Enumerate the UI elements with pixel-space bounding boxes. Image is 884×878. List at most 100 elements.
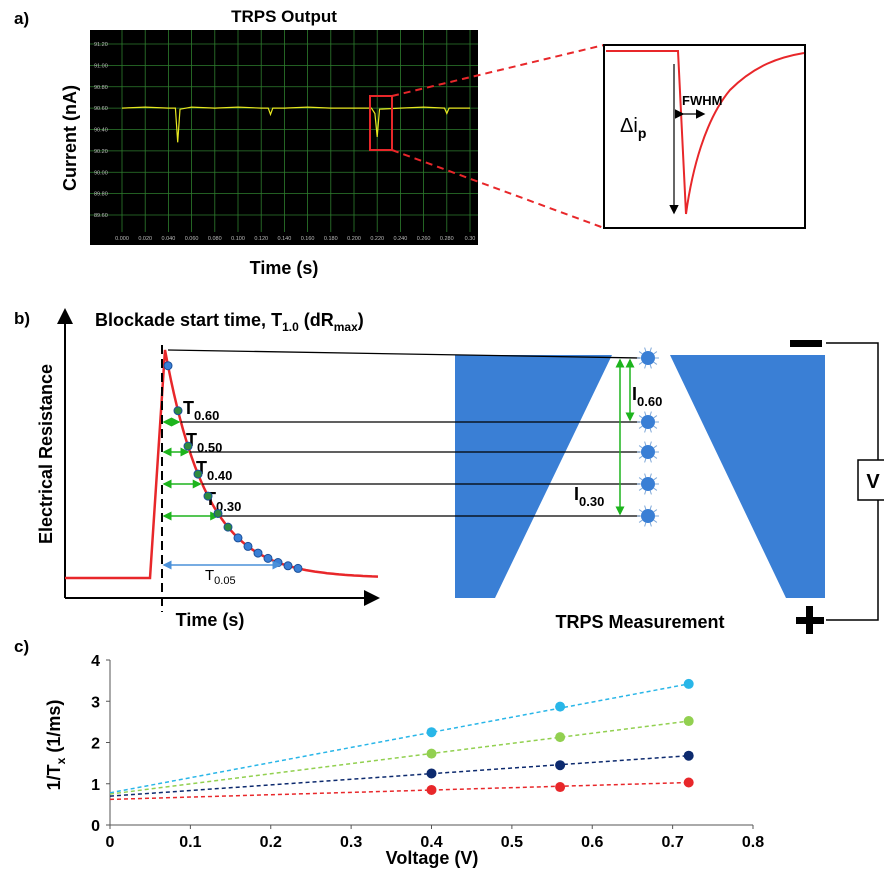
- threshold-label: T0.50: [186, 430, 222, 455]
- x-tick-label: 0.220: [370, 236, 384, 242]
- plus: [806, 606, 813, 634]
- y-tick-label: 0: [91, 818, 100, 835]
- start-label: T0.05: [205, 567, 236, 587]
- sample-point: [263, 553, 273, 563]
- y-tick-label: 90.20: [94, 149, 108, 155]
- voltage-label: V: [866, 471, 880, 493]
- y-tick-label: 1: [91, 777, 100, 794]
- data-point: [426, 768, 437, 779]
- particle-spike: [649, 347, 652, 352]
- x-axis-label: Time (s): [250, 258, 319, 278]
- particle-spike: [638, 425, 643, 429]
- trend-line: [109, 683, 689, 794]
- diagram-title: Blockade start time, T1.0 (dRmax): [95, 310, 364, 334]
- data-point: [555, 760, 566, 771]
- x-tick-label: 0.120: [254, 236, 268, 242]
- particle: [641, 415, 655, 429]
- sample-point: [283, 561, 293, 571]
- x-tick-label: 0.000: [115, 236, 129, 242]
- particle-spike: [653, 487, 658, 491]
- data-point: [426, 727, 437, 738]
- data-point: [683, 750, 694, 761]
- data-point: [426, 748, 437, 759]
- t: T: [196, 458, 207, 478]
- data-point: [683, 716, 694, 727]
- y-tick-label: 90.40: [94, 128, 108, 134]
- trend-line: [109, 781, 689, 801]
- particle-spike: [638, 361, 643, 365]
- sample-point: [253, 548, 263, 558]
- zoom-line: [391, 44, 605, 97]
- data-point: [426, 784, 437, 795]
- delta-text: Δi: [620, 115, 638, 137]
- voltage-box: [857, 459, 884, 501]
- current-label: I0.30: [574, 484, 604, 509]
- t: (dR: [299, 310, 334, 330]
- particle-spike: [649, 490, 652, 495]
- particle: [641, 445, 655, 459]
- x-tick-label: 0.2: [260, 834, 282, 851]
- particle-spike: [638, 415, 643, 419]
- wire: [826, 500, 879, 621]
- data-point: [555, 732, 566, 743]
- t: T: [186, 430, 197, 450]
- particle-spike: [649, 411, 652, 416]
- y-tick-label: 2: [91, 736, 100, 753]
- plot-c: 0 1 2 3 4 0 0.1 0.2 0.3 0.4 0.5 0.6 0.7 0.8: [91, 653, 764, 851]
- chart-title: TRPS Output: [231, 7, 337, 26]
- particle-spike: [653, 455, 658, 459]
- y-tick-label: 91.00: [94, 63, 108, 69]
- data-point: [683, 678, 694, 689]
- x-tick-label: 0.080: [208, 236, 222, 242]
- fwhm-label: FWHM: [682, 93, 722, 108]
- panel-label: c): [14, 637, 29, 656]
- y-tick-label: 91.20: [94, 42, 108, 48]
- data-point: [683, 777, 694, 788]
- particle-spike: [649, 522, 652, 527]
- x-tick-label: 0.4: [420, 834, 442, 851]
- x-tick-label: 0.260: [417, 236, 431, 242]
- x-tick-label: 0.8: [742, 834, 764, 851]
- t: T: [205, 567, 214, 584]
- x-tick-label: 0.3: [340, 834, 362, 851]
- inset-curve: [606, 50, 805, 215]
- sample-point: [193, 469, 203, 479]
- x-tick-label: 0.180: [324, 236, 338, 242]
- link-line: [167, 349, 641, 359]
- particle-spike: [644, 411, 647, 416]
- wire: [826, 342, 879, 460]
- particle-spike: [644, 441, 647, 446]
- x-tick-label: 0.240: [394, 236, 408, 242]
- particle-spike: [653, 445, 658, 449]
- threshold-label: T0.40: [196, 458, 232, 483]
- t: ): [358, 310, 364, 330]
- y-axis-label: Electrical Resistance: [36, 364, 56, 544]
- t: 0.60: [637, 394, 662, 409]
- x-tick-label: 0.1: [179, 834, 201, 851]
- y-axis-label: 1/Tx (1/ms): [44, 700, 68, 791]
- particle-spike: [638, 477, 643, 481]
- x-tick-label: 0.100: [231, 236, 245, 242]
- sample-point: [233, 533, 243, 543]
- sample-point: [243, 541, 253, 551]
- y-tick-label: 89.80: [94, 192, 108, 198]
- t: 0.50: [197, 440, 222, 455]
- current-label: I0.60: [632, 384, 662, 409]
- particle-spike: [653, 477, 658, 481]
- sample-point: [293, 563, 303, 573]
- t: I: [632, 384, 637, 404]
- particle-spike: [644, 428, 647, 433]
- x-tick-label: 0.020: [138, 236, 152, 242]
- trend-line: [109, 720, 689, 795]
- y-tick-label: 4: [91, 653, 100, 670]
- y-tick-label: 3: [91, 694, 100, 711]
- trend-line: [109, 754, 689, 797]
- minus: [790, 340, 822, 347]
- pore-wall: [455, 355, 612, 598]
- t: 1.0: [282, 320, 299, 334]
- x-tick-label: 0.140: [278, 236, 292, 242]
- panel-label: a): [14, 9, 29, 28]
- particle-spike: [653, 361, 658, 365]
- t: max: [334, 320, 358, 334]
